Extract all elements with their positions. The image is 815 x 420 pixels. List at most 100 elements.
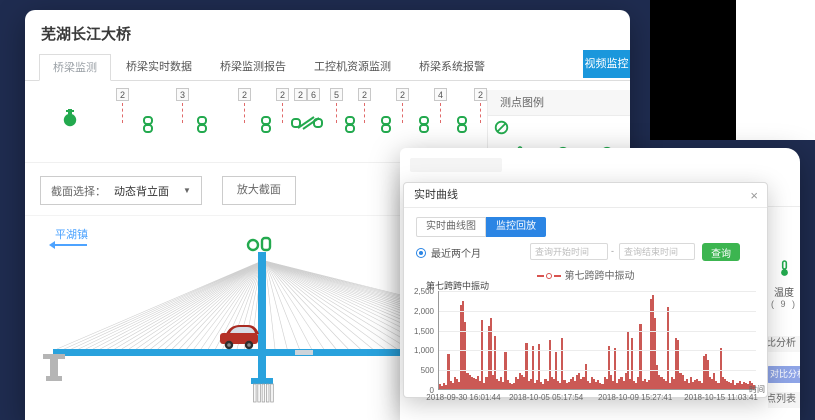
bar xyxy=(605,379,608,389)
bar xyxy=(685,379,688,389)
bar xyxy=(597,380,600,389)
close-icon[interactable]: × xyxy=(750,188,758,203)
query-button[interactable]: 查询 xyxy=(702,243,740,261)
bar xyxy=(709,377,712,389)
query-start-time-input[interactable] xyxy=(530,243,608,260)
bar xyxy=(614,347,617,389)
sensor-count-badge: 6 xyxy=(307,88,320,101)
bar xyxy=(487,326,490,389)
bar xyxy=(443,383,446,389)
bar xyxy=(687,383,691,389)
modal-tab-监控回放[interactable]: 监控回放 xyxy=(486,217,546,237)
y-tick-label: 2,000 xyxy=(413,306,434,316)
bar xyxy=(457,381,461,389)
bar xyxy=(660,377,663,389)
bar xyxy=(481,320,484,389)
tab-桥梁实时数据[interactable]: 桥梁实时数据 xyxy=(126,61,192,73)
bar xyxy=(649,298,653,389)
direction-label: 平湖镇 xyxy=(55,229,88,241)
bar xyxy=(502,381,505,389)
bar xyxy=(479,381,482,389)
bar xyxy=(565,383,568,389)
bar xyxy=(723,379,726,389)
bar xyxy=(641,381,644,389)
tab-桥梁监测报告[interactable]: 桥梁监测报告 xyxy=(220,61,286,73)
bar xyxy=(744,382,747,389)
x-tick-label: 2018-10-05 05:17:54 xyxy=(508,393,584,402)
bar xyxy=(559,382,562,389)
sensor-count-badge: 2 xyxy=(396,88,409,101)
recent-two-months-radio[interactable]: 最近两个月 xyxy=(416,245,481,260)
thermometer-icon xyxy=(780,260,788,276)
y-tick-label: 2,500 xyxy=(413,287,434,296)
bar xyxy=(711,379,714,389)
bar xyxy=(451,383,454,389)
video-monitor-button[interactable]: 视频监控 xyxy=(583,50,630,78)
bar xyxy=(692,381,695,389)
bar xyxy=(721,377,724,389)
strain-gauge-icon[interactable] xyxy=(291,114,323,136)
bar xyxy=(590,377,593,389)
sensor-point: 2 xyxy=(116,88,129,123)
legend-label: 第七跨跨中振动 xyxy=(564,271,635,282)
pier-cap xyxy=(251,378,273,384)
tab-桥梁监测[interactable]: 桥梁监测 xyxy=(39,54,111,81)
bar xyxy=(647,380,650,389)
tab-工控机资源监测[interactable]: 工控机资源监测 xyxy=(314,61,391,73)
gridline xyxy=(439,291,756,292)
modal-tab-实时曲线图[interactable]: 实时曲线图 xyxy=(416,217,486,237)
bar xyxy=(628,379,631,389)
bar xyxy=(588,383,591,389)
sensor-point: 4 xyxy=(434,88,447,123)
bar xyxy=(584,363,587,389)
bar xyxy=(730,383,733,389)
bar xyxy=(462,300,465,389)
bar xyxy=(582,377,585,389)
bridge-tower xyxy=(258,252,266,356)
compare-section-header: 对比分析 xyxy=(768,336,800,352)
bar xyxy=(700,382,703,389)
bar xyxy=(574,381,577,389)
bar xyxy=(639,324,642,389)
modal-tabs: 实时曲线图 监控回放 xyxy=(416,217,546,237)
range-separator: - xyxy=(611,246,614,256)
radio-icon xyxy=(416,247,426,258)
deck-joint xyxy=(295,350,313,355)
direction-arrow-icon xyxy=(49,241,87,249)
tower-sensor-icon[interactable] xyxy=(246,236,272,252)
bar xyxy=(738,381,741,389)
sensor-count-badge: 4 xyxy=(434,88,447,101)
sensor-dash-line xyxy=(480,103,481,123)
bar xyxy=(620,377,623,389)
bar xyxy=(727,381,731,389)
sensor-dash-line xyxy=(122,103,123,123)
x-tick-label: 2018-09-30 16:01:44 xyxy=(426,393,501,402)
bar xyxy=(531,345,534,389)
chart-legend[interactable]: 第七跨跨中振动 xyxy=(404,267,767,282)
bar xyxy=(533,383,537,389)
bar xyxy=(633,381,636,389)
bar xyxy=(489,318,492,389)
bar xyxy=(611,381,615,389)
bar xyxy=(542,383,545,389)
temperature-point[interactable]: 温度 ( 9 ) xyxy=(768,260,800,309)
bar xyxy=(519,373,522,389)
bar xyxy=(715,381,718,389)
section-select[interactable]: 动态背立面 ▼ xyxy=(114,183,191,199)
bar xyxy=(512,382,515,389)
bar xyxy=(548,340,551,389)
sensor-dash-line xyxy=(244,103,245,123)
section-controls: 截面选择： 动态背立面 ▼ 放大截面 xyxy=(40,176,296,205)
sensor-count-badge: 2 xyxy=(116,88,129,101)
tab-桥梁系统报警[interactable]: 桥梁系统报警 xyxy=(419,61,485,73)
bar xyxy=(571,377,574,389)
enlarge-section-button[interactable]: 放大截面 xyxy=(221,176,296,205)
section-select-value: 动态背立面 xyxy=(114,185,169,198)
bar xyxy=(671,377,674,389)
bar xyxy=(713,373,716,389)
compare-analysis-button[interactable]: 对比分析 xyxy=(766,366,800,383)
bar xyxy=(485,377,488,389)
query-end-time-input[interactable] xyxy=(619,243,695,260)
